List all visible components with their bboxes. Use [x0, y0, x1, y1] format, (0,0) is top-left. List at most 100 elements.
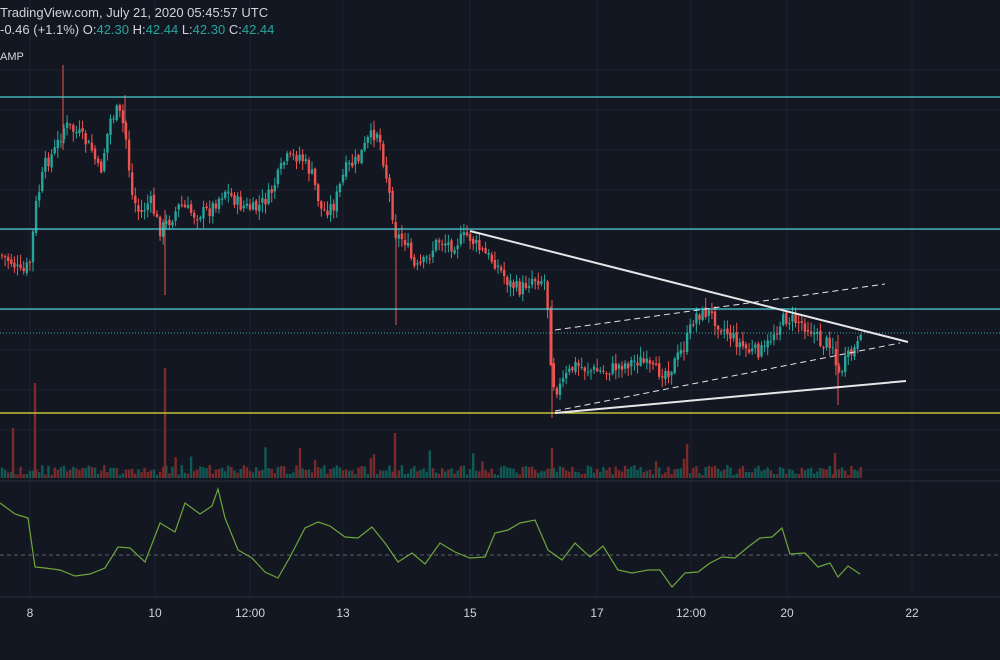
candle-body [112, 118, 115, 120]
volume-bar [248, 471, 252, 478]
candle-body [0, 255, 4, 257]
candle-body [716, 325, 720, 330]
study-label: AMP [0, 51, 24, 63]
candle-body [673, 358, 676, 374]
candle-body [214, 203, 218, 209]
volume-bar [713, 465, 717, 478]
candle-body [754, 344, 757, 348]
volume-bar [543, 471, 546, 478]
candle-body [375, 133, 379, 139]
volume-pane [0, 368, 862, 478]
volume-bar [546, 468, 549, 478]
candle-body [518, 281, 521, 295]
candle-body [168, 219, 171, 226]
candle-body [320, 201, 323, 209]
volume-bar [109, 467, 112, 478]
volume-bar [555, 471, 559, 478]
candle-body [527, 285, 531, 288]
x-tick-label: 22 [905, 606, 919, 620]
candle-body [732, 333, 735, 339]
volume-bar [800, 467, 803, 478]
candle-body [140, 209, 143, 212]
volume-bar [769, 470, 772, 478]
volume-bar [735, 473, 738, 478]
candle-body [751, 348, 754, 352]
candle-body [93, 148, 97, 160]
volume-bar [503, 465, 506, 478]
candle-body [692, 324, 695, 326]
candle-body [586, 371, 590, 373]
volume-bar [155, 474, 159, 478]
volume-bar [840, 467, 844, 478]
volume-bar [360, 466, 363, 478]
candle-body [850, 349, 853, 355]
candle-body [317, 184, 320, 202]
candle-body [813, 332, 816, 335]
candle-body [224, 191, 227, 198]
volume-bar [478, 471, 481, 478]
volume-bar [282, 466, 286, 478]
volume-bar [608, 467, 611, 478]
candle-body [558, 383, 562, 395]
candle-body [391, 190, 394, 221]
candle-body [410, 242, 413, 259]
volume-bar [403, 474, 407, 478]
volume-bar [757, 465, 760, 478]
volume-bar [444, 471, 447, 478]
candle-body [348, 163, 351, 165]
candle-body [441, 243, 444, 245]
volume-bar [425, 471, 428, 478]
volume-bar [481, 461, 484, 478]
volume-bar [664, 472, 667, 478]
volume-bar [586, 465, 590, 478]
candle-body [661, 376, 664, 378]
candle-body [481, 248, 484, 250]
volume-bar [459, 466, 462, 478]
candle-body [552, 363, 555, 388]
volume-bar [329, 469, 332, 478]
volume-bar [310, 472, 314, 478]
candle-body [670, 372, 673, 376]
candle-body [100, 161, 103, 173]
candle-body [146, 203, 149, 211]
candle-body [589, 370, 593, 372]
candle-body [341, 174, 345, 183]
candle-body [41, 171, 44, 192]
x-tick-label: 15 [463, 606, 477, 620]
candle-body [289, 152, 292, 154]
volume-bar [720, 471, 723, 478]
candle-body [413, 257, 416, 266]
candle-body [162, 222, 165, 237]
candle-body [72, 124, 75, 132]
volume-bar [859, 467, 862, 478]
volume-bar [242, 465, 245, 478]
volume-bar [385, 470, 388, 478]
candle-body [344, 162, 348, 177]
candle-body [251, 202, 255, 210]
volume-bar [499, 466, 503, 478]
candle-body [13, 262, 16, 268]
volume-bar [518, 474, 521, 478]
candle-body [332, 203, 335, 211]
volume-bar [450, 468, 453, 478]
volume-bar [509, 467, 512, 478]
volume-bar [856, 471, 859, 478]
candle-body [233, 195, 236, 205]
candle-body [602, 370, 605, 372]
volume-bar [146, 471, 149, 478]
candle-body [834, 348, 838, 366]
candle-body [19, 264, 22, 268]
candle-body [797, 321, 800, 323]
volume-bar [589, 466, 593, 478]
candle-body [16, 264, 19, 266]
candle-body [90, 142, 94, 151]
candle-body [385, 164, 388, 179]
candle-body [103, 153, 106, 171]
candle-body [760, 345, 763, 357]
volume-bar [853, 469, 856, 478]
candle-body [642, 358, 645, 363]
x-tick-label: 13 [336, 606, 350, 620]
volume-bar [87, 465, 90, 478]
volume-bar [565, 470, 568, 478]
